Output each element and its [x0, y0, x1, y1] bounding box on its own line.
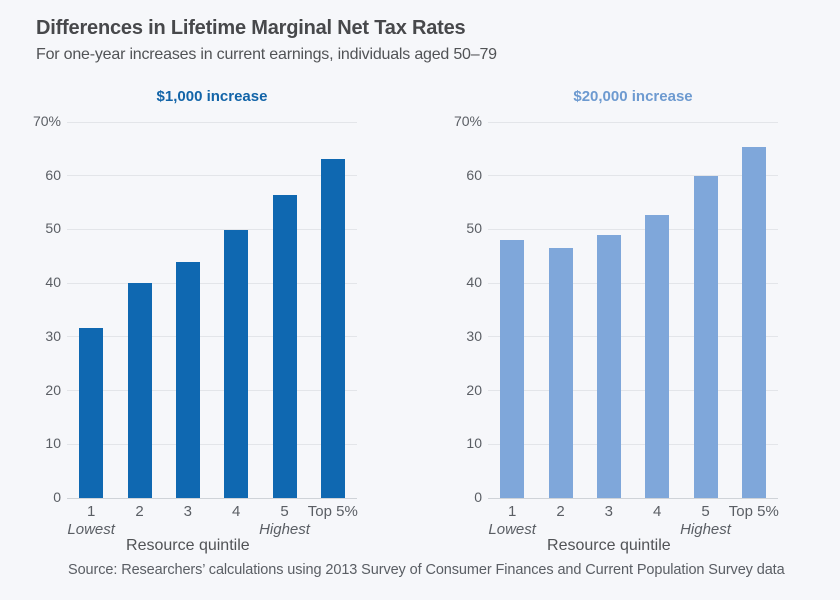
gridline-50: [488, 228, 778, 230]
chart-title: $20,000 increase: [573, 88, 693, 105]
bar-3: [175, 261, 200, 498]
gridline-10: [488, 443, 778, 445]
x-tick-label-6: Top 5%: [307, 503, 358, 520]
x-sublabel-highest: Highest: [259, 521, 310, 538]
y-tick-label-0: 0: [53, 489, 61, 505]
x-sublabel-lowest: Lowest: [67, 521, 115, 538]
plot-area: 0 10 20 30 40 50 60 70% 1 2 3 4 5 Top 5% Lowest Highest…: [454, 113, 779, 554]
gridline-40: [488, 282, 778, 284]
gridline-70: [67, 121, 357, 123]
bar-top-5-: [741, 146, 766, 498]
x-tick-label-6: Top 5%: [728, 503, 779, 520]
figure-subtitle: For one-year increases in current earnin…: [36, 46, 497, 63]
bar-4: [224, 229, 249, 498]
bar-5: [272, 194, 297, 498]
x-tick-label-2: 2: [556, 503, 565, 520]
y-tick-label-30: 30: [45, 327, 61, 344]
gridline-0: [488, 497, 778, 499]
x-tick-label-1: 1: [87, 503, 96, 520]
x-tick-label-5: 5: [701, 503, 710, 520]
y-tick-label-40: 40: [466, 274, 482, 291]
gridline-40: [67, 282, 357, 284]
x-tick-label-4: 4: [652, 503, 662, 520]
chart-title: $1,000 increase: [156, 88, 268, 105]
gridline-20: [67, 390, 357, 392]
gridline-0: [67, 497, 357, 499]
gridline-70: [488, 121, 778, 123]
gridline-30: [67, 336, 357, 338]
bar-4: [645, 215, 670, 498]
gridline-10: [67, 443, 357, 445]
gridline-60: [67, 175, 357, 177]
figure-title: Differences in Lifetime Marginal Net Tax…: [36, 17, 466, 39]
y-tick-label-0: 0: [474, 489, 482, 505]
x-axis-label: Resource quintile: [126, 537, 250, 554]
x-sublabel-lowest: Lowest: [488, 521, 536, 538]
gridline-20: [488, 390, 778, 392]
x-axis-label: Resource quintile: [547, 537, 671, 554]
y-tick-label-60: 60: [466, 166, 482, 183]
x-tick-label-2: 2: [135, 503, 144, 520]
chart-20000-increase: $20,000 increase 0 10 20 30 40 50 60 70% 1 2 3 4 5 Top…: [448, 88, 779, 558]
y-tick-label-50: 50: [45, 220, 61, 237]
x-tick-label-1: 1: [508, 503, 517, 520]
y-tick-label-20: 20: [466, 381, 482, 398]
bar-3: [596, 234, 621, 498]
gridline-50: [67, 228, 357, 230]
plot-area: 0 10 20 30 40 50 60 70% 1 2 3 4 5 Top 5% Lowest Highest…: [33, 113, 358, 554]
x-tick-label-4: 4: [231, 503, 241, 520]
gridline-60: [488, 175, 778, 177]
x-tick-label-3: 3: [183, 503, 192, 520]
source-note: Source: Researchers’ calculations using …: [68, 562, 785, 578]
x-sublabel-highest: Highest: [680, 521, 731, 538]
y-tick-label-70: 70%: [453, 113, 482, 129]
y-tick-label-70: 70%: [32, 113, 61, 129]
gridline-30: [488, 336, 778, 338]
y-tick-label-40: 40: [45, 274, 61, 291]
x-tick-label-3: 3: [604, 503, 613, 520]
bar-1: [79, 327, 104, 498]
y-tick-label-50: 50: [466, 220, 482, 237]
y-tick-label-20: 20: [45, 381, 61, 398]
bar-2: [548, 248, 573, 498]
y-tick-label-10: 10: [466, 435, 482, 452]
bar-2: [127, 283, 152, 498]
chart-1000-increase: $1,000 increase 0 10 20 30 40 50 60 70% 1 2 3 4 5 Top …: [27, 88, 358, 558]
bar-5: [693, 175, 718, 498]
y-tick-label-60: 60: [45, 166, 61, 183]
y-tick-label-10: 10: [45, 435, 61, 452]
y-tick-label-30: 30: [466, 327, 482, 344]
bar-top-5-: [320, 158, 345, 498]
bar-1: [500, 240, 525, 498]
x-tick-label-5: 5: [280, 503, 289, 520]
